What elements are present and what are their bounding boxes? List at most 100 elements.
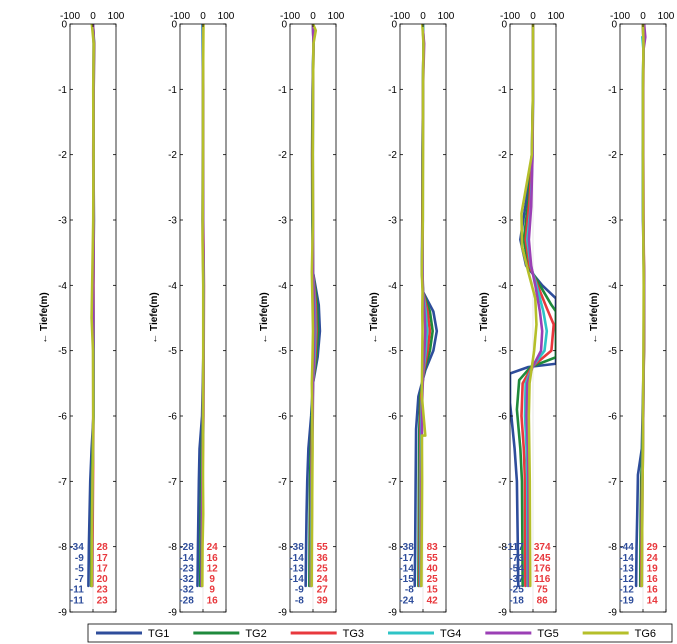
min-value-label: -14 xyxy=(399,563,414,574)
series-group xyxy=(413,24,439,588)
min-value-label: -13 xyxy=(619,563,634,574)
max-value-label: 55 xyxy=(317,542,329,553)
min-value-label: -9 xyxy=(75,553,84,564)
y-tick-label: -9 xyxy=(388,608,397,619)
panel-1: 0-1-2-3-4-5-6-7-8-9-100 0 100← Tiefe(m)-34… xyxy=(39,11,125,619)
y-tick-label: -1 xyxy=(58,85,67,96)
legend-box xyxy=(87,623,673,643)
max-value-label: 23 xyxy=(97,595,109,606)
chart-legend: TG1 TG2 TG3 TG4 TG5 TG6 xyxy=(87,623,673,643)
y-tick-label: -4 xyxy=(168,281,177,292)
max-value-label: 176 xyxy=(534,563,551,574)
y-tick-label: 0 xyxy=(611,20,617,31)
y-tick-label: -3 xyxy=(58,216,67,227)
min-value-label: -24 xyxy=(399,595,414,606)
y-tick-label: -7 xyxy=(498,477,507,488)
min-value-label: -23 xyxy=(179,563,194,574)
min-value-label: -14 xyxy=(619,553,634,564)
min-value-label: -11 xyxy=(70,585,84,596)
min-value-label: -5 xyxy=(75,563,84,574)
legend-label-tg5: TG5 xyxy=(537,628,558,640)
panel-5: 0-1-2-3-4-5-6-7-8-9-100 0 100← Tiefe(m)-11… xyxy=(479,11,565,619)
x-tick-label: 0 xyxy=(640,11,646,22)
max-value-label: 16 xyxy=(207,553,219,564)
min-value-label: -54 xyxy=(509,563,524,574)
max-value-label: 83 xyxy=(427,542,439,553)
max-value-label: 29 xyxy=(647,542,659,553)
y-tick-label: -7 xyxy=(168,477,177,488)
max-value-label: 9 xyxy=(209,585,215,596)
y-tick-label: -6 xyxy=(58,412,67,423)
min-value-label: -14 xyxy=(179,553,194,564)
min-value-label: -9 xyxy=(295,585,304,596)
legend-label-tg4: TG4 xyxy=(440,628,461,640)
min-value-label: -15 xyxy=(399,574,414,585)
y-tick-label: -9 xyxy=(278,608,287,619)
legend-label-tg3: TG3 xyxy=(343,628,364,640)
y-tick-label: -1 xyxy=(168,85,177,96)
y-tick-label: -4 xyxy=(58,281,67,292)
x-tick-label: 0 xyxy=(310,11,316,22)
max-value-label: 55 xyxy=(427,553,439,564)
y-tick-label: -9 xyxy=(608,608,617,619)
y-tick-label: -2 xyxy=(608,150,617,161)
min-value-label: -11 xyxy=(70,595,84,606)
y-tick-label: -9 xyxy=(168,608,177,619)
max-value-label: 15 xyxy=(427,585,439,596)
min-value-label: -73 xyxy=(509,553,524,564)
max-value-label: 374 xyxy=(534,542,551,553)
min-value-label: -17 xyxy=(399,553,414,564)
x-tick-label: -100 xyxy=(390,11,410,22)
max-value-label: 17 xyxy=(97,553,109,564)
x-tick-label: 0 xyxy=(200,11,206,22)
min-value-label: -117 xyxy=(504,542,524,553)
y-tick-label: -6 xyxy=(498,412,507,423)
y-tick-label: -3 xyxy=(168,216,177,227)
y-tick-label: 0 xyxy=(61,20,67,31)
max-value-label: 40 xyxy=(427,563,439,574)
y-tick-label: -5 xyxy=(388,346,397,357)
min-value-label: -7 xyxy=(75,574,84,585)
max-value-label: 9 xyxy=(209,574,215,585)
y-tick-label: -2 xyxy=(58,150,67,161)
y-axis-label: ← Tiefe(m) xyxy=(149,292,160,344)
legend-label-tg6: TG6 xyxy=(635,628,656,640)
series-group xyxy=(634,24,647,588)
max-value-label: 116 xyxy=(534,574,551,585)
y-tick-label: -7 xyxy=(608,477,617,488)
max-value-label: 245 xyxy=(534,553,551,564)
max-value-label: 16 xyxy=(647,574,659,585)
max-value-label: 25 xyxy=(427,574,439,585)
min-value-label: -12 xyxy=(619,574,634,585)
min-value-label: -32 xyxy=(179,574,194,585)
y-tick-label: -3 xyxy=(388,216,397,227)
max-value-label: 75 xyxy=(537,585,549,596)
y-tick-label: -5 xyxy=(278,346,287,357)
max-value-label: 23 xyxy=(97,585,109,596)
y-tick-label: 0 xyxy=(171,20,177,31)
max-value-label: 24 xyxy=(647,553,659,564)
min-value-label: -37 xyxy=(509,574,524,585)
x-tick-label: 100 xyxy=(108,11,125,22)
x-tick-label: 0 xyxy=(420,11,426,22)
y-tick-label: -8 xyxy=(168,542,177,553)
y-tick-label: -9 xyxy=(498,608,507,619)
y-tick-label: -6 xyxy=(388,412,397,423)
x-tick-label: 100 xyxy=(438,11,455,22)
series-group xyxy=(196,24,206,588)
min-value-label: -28 xyxy=(179,595,194,606)
x-tick-label: 0 xyxy=(90,11,96,22)
max-value-label: 16 xyxy=(207,595,219,606)
x-tick-label: 100 xyxy=(548,11,565,22)
y-tick-label: -5 xyxy=(58,346,67,357)
min-value-label: -19 xyxy=(619,595,634,606)
min-value-label: -13 xyxy=(289,563,304,574)
y-tick-label: -3 xyxy=(278,216,287,227)
min-value-label: -12 xyxy=(619,585,634,596)
y-tick-label: 0 xyxy=(501,20,507,31)
y-tick-label: -8 xyxy=(498,542,507,553)
max-value-label: 25 xyxy=(317,563,329,574)
y-axis-label: ← Tiefe(m) xyxy=(589,292,600,344)
max-value-label: 27 xyxy=(317,585,329,596)
